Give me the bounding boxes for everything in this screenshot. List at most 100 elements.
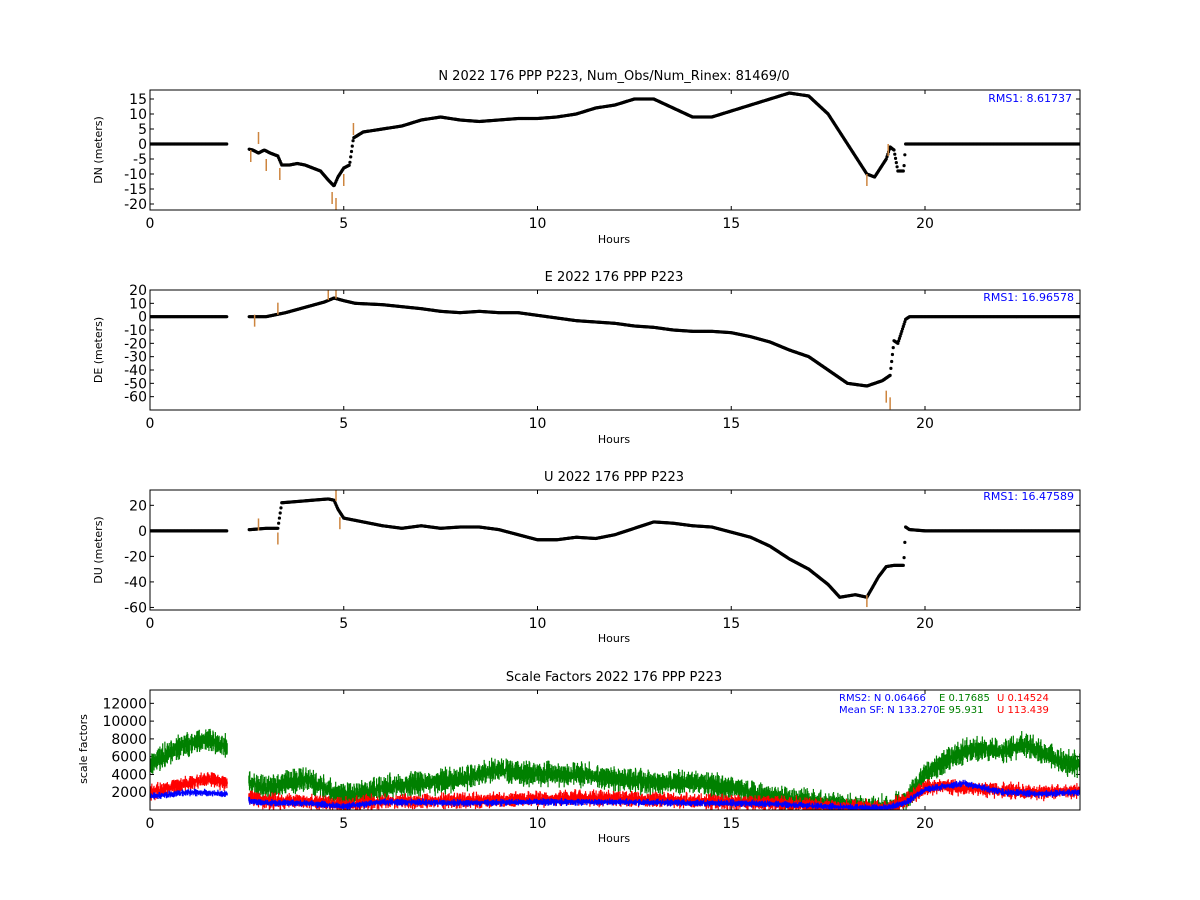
data-point [898, 334, 902, 338]
data-point [350, 144, 354, 148]
plot-frame [149, 489, 1081, 611]
data-point [897, 339, 901, 343]
x-tick-label: 10 [529, 616, 547, 632]
y-tick-label: -60 [124, 390, 147, 406]
data-point [903, 153, 907, 157]
x-tick-label: 20 [916, 216, 934, 232]
panel-scale-factors: Scale Factors 2022 176 PPP P223 scale fa… [77, 670, 1081, 845]
x-tick-label: 0 [146, 416, 155, 432]
data-point [897, 336, 902, 341]
data-layer [150, 290, 1080, 410]
y-tick-label: 0 [138, 310, 147, 326]
data-point [900, 327, 905, 331]
data-point [347, 163, 351, 167]
y-tick-label: -10 [124, 323, 147, 339]
mean-sf-annotation: Mean SF: N 133.270 E 95.931 U 113.439 [839, 705, 1049, 716]
series-0 [150, 497, 1080, 599]
data-point [893, 156, 898, 160]
rms-annotation: RMS1: 8.61737 [988, 92, 1072, 105]
data-layer [150, 728, 1080, 810]
y-tick-label: -20 [124, 336, 147, 352]
rms2-e: E 0.17685 [939, 693, 990, 704]
data-point [894, 161, 898, 165]
data-point [895, 165, 899, 169]
y-axis-label: DN (meters) [92, 116, 105, 184]
rms-annotation: RMS1: 16.96578 [983, 291, 1074, 304]
y-tick-label: -40 [124, 363, 147, 379]
x-tick-label: 5 [339, 616, 348, 632]
data-point [902, 322, 906, 326]
data-point [896, 341, 900, 345]
data-point [903, 320, 907, 324]
x-tick-label: 10 [529, 816, 547, 832]
plot-frame [149, 89, 1081, 211]
y-tick-label: 0 [138, 524, 147, 540]
data-point [349, 155, 353, 159]
data-point [351, 139, 355, 143]
x-tick-label: 5 [339, 216, 348, 232]
chart-title: Scale Factors 2022 176 PPP P223 [506, 670, 722, 685]
data-point [225, 315, 229, 319]
y-tick-label: -15 [124, 182, 147, 198]
mean-sf-u: U 113.439 [997, 705, 1049, 716]
x-tick-label: 15 [722, 816, 740, 832]
rms2-n: RMS2: N 0.06466 [839, 693, 926, 704]
panel-east: E 2022 176 PPP P223 DE (meters) Hours RM… [92, 270, 1081, 446]
rms2-u: U 0.14524 [997, 693, 1049, 704]
data-point [901, 324, 905, 329]
y-tick-label: -20 [124, 197, 147, 213]
data-point [901, 169, 905, 173]
y-tick-label: 8000 [111, 732, 147, 748]
y-tick-label: 12000 [102, 696, 147, 712]
y-tick-label: 0 [138, 137, 147, 153]
x-tick-label: 20 [916, 416, 934, 432]
y-tick-label: 2000 [111, 785, 147, 801]
x-tick-label: 0 [146, 616, 155, 632]
x-tick-label: 20 [916, 616, 934, 632]
y-axis-label: DE (meters) [92, 317, 105, 383]
chart-title: E 2022 176 PPP P223 [545, 270, 684, 285]
data-point [899, 332, 903, 336]
tick-layer: 0 5 10 15 20 -60 -40 -20 0 20 [124, 490, 1080, 632]
x-tick-label: 10 [529, 216, 547, 232]
y-tick-label: -30 [124, 350, 147, 366]
y-axis-label: scale factors [77, 714, 90, 784]
data-point [892, 148, 896, 152]
x-tick-label: 15 [722, 216, 740, 232]
rms2-annotation: RMS2: N 0.06466 E 0.17685 U 0.14524 [839, 693, 1049, 704]
y-tick-label: 15 [129, 92, 147, 108]
y-tick-label: 20 [129, 498, 147, 514]
x-tick-label: 10 [529, 416, 547, 432]
x-axis-label: Hours [598, 832, 630, 845]
data-layer [150, 91, 1080, 210]
data-point [902, 556, 906, 560]
data-point [901, 563, 905, 567]
y-tick-label: -20 [124, 549, 147, 565]
mean-sf-e: E 95.931 [939, 705, 984, 716]
data-point [225, 142, 229, 146]
data-point [903, 540, 907, 544]
y-tick-label: 10 [129, 296, 147, 312]
series-1 [257, 490, 868, 608]
y-tick-label: 4000 [111, 767, 147, 783]
x-tick-label: 5 [339, 816, 348, 832]
data-point [888, 373, 892, 377]
series-0 [150, 728, 1080, 810]
panel-up: U 2022 176 PPP P223 DU (meters) Hours RM… [92, 470, 1081, 645]
x-tick-label: 0 [146, 816, 155, 832]
y-tick-label: 5 [138, 122, 147, 138]
data-point [277, 521, 281, 525]
panel-north: N 2022 176 PPP P223, Num_Obs/Num_Rinex: … [92, 69, 1081, 246]
plot-frame [149, 289, 1081, 411]
y-tick-label: -40 [124, 575, 147, 591]
y-tick-label: -5 [133, 152, 147, 168]
data-point [277, 516, 282, 520]
data-point [349, 149, 354, 154]
y-tick-label: 10000 [102, 714, 147, 730]
mean-sf-n: Mean SF: N 133.270 [839, 705, 939, 716]
data-point [890, 359, 894, 364]
